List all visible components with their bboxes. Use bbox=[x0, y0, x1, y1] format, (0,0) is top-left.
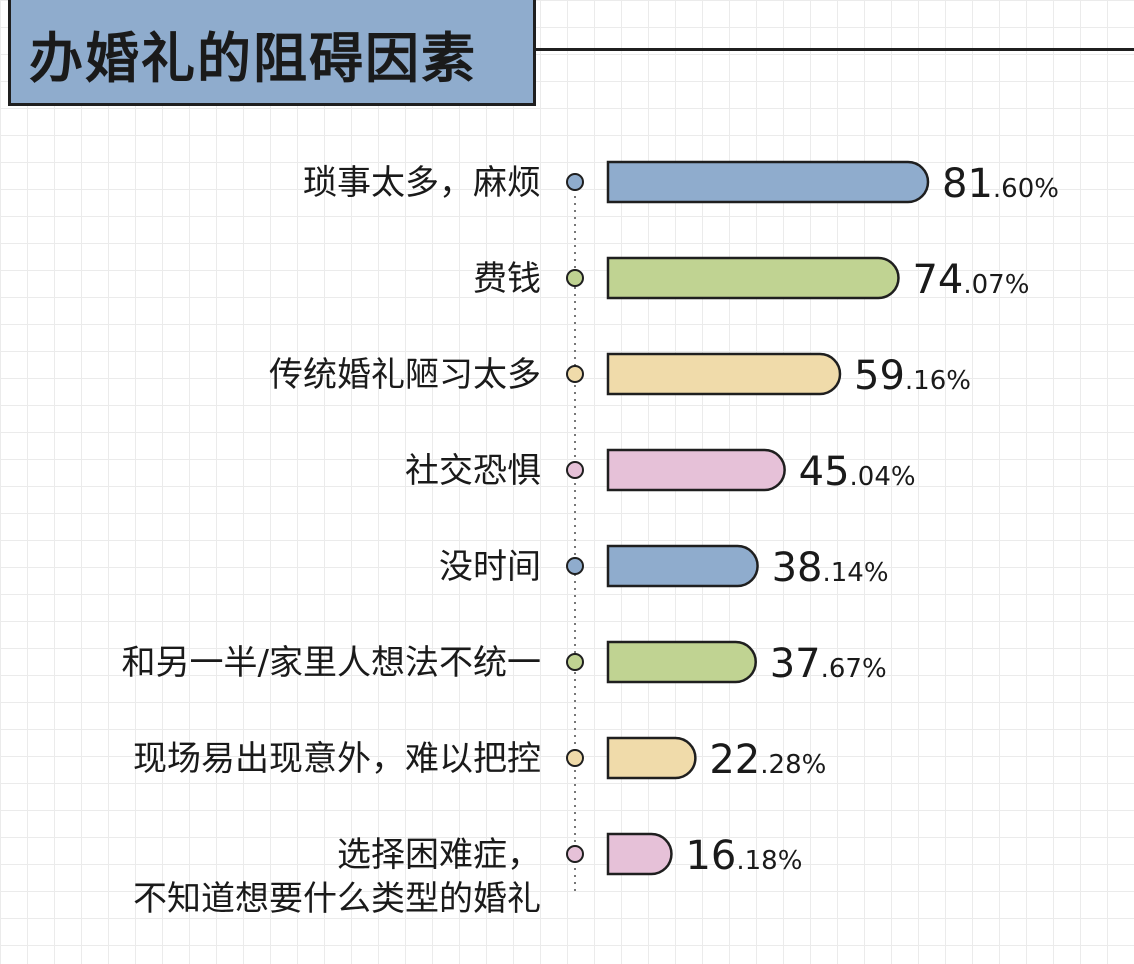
value-label: 38.14% bbox=[772, 545, 889, 591]
value-label: 81.60% bbox=[942, 161, 1059, 207]
bar bbox=[606, 352, 842, 396]
value-label: 16.18% bbox=[685, 833, 802, 879]
marker-dot bbox=[566, 557, 584, 575]
category-label: 费钱 bbox=[473, 259, 541, 299]
category-label: 现场易出现意外，难以把控 bbox=[133, 739, 541, 779]
category-label: 不知道想要什么类型的婚礼 bbox=[133, 879, 541, 919]
marker-dot bbox=[566, 173, 584, 191]
category-label: 选择困难症， bbox=[337, 835, 541, 875]
category-label: 没时间 bbox=[439, 547, 541, 587]
chart-title: 办婚礼的阻碍因素 bbox=[29, 27, 477, 90]
title-box: 办婚礼的阻碍因素 bbox=[8, 0, 536, 106]
category-label: 社交恐惧 bbox=[405, 451, 541, 491]
value-label: 45.04% bbox=[799, 449, 916, 495]
bar bbox=[606, 736, 697, 780]
bar bbox=[606, 448, 786, 492]
category-label: 和另一半/家里人想法不统一 bbox=[122, 643, 541, 683]
marker-dot bbox=[566, 365, 584, 383]
marker-dot bbox=[566, 269, 584, 287]
bar bbox=[606, 256, 900, 300]
bar bbox=[606, 640, 757, 684]
value-label: 37.67% bbox=[770, 641, 887, 687]
bar bbox=[606, 832, 673, 876]
category-label: 传统婚礼陋习太多 bbox=[269, 355, 541, 395]
value-label: 59.16% bbox=[854, 353, 971, 399]
bar bbox=[606, 160, 930, 204]
marker-dot bbox=[566, 845, 584, 863]
marker-dot bbox=[566, 461, 584, 479]
title-rule bbox=[536, 48, 1134, 51]
value-label: 74.07% bbox=[912, 257, 1029, 303]
value-label: 22.28% bbox=[709, 737, 826, 783]
category-label: 琐事太多，麻烦 bbox=[303, 163, 541, 203]
marker-dot bbox=[566, 653, 584, 671]
bar bbox=[606, 544, 759, 588]
marker-dot bbox=[566, 749, 584, 767]
